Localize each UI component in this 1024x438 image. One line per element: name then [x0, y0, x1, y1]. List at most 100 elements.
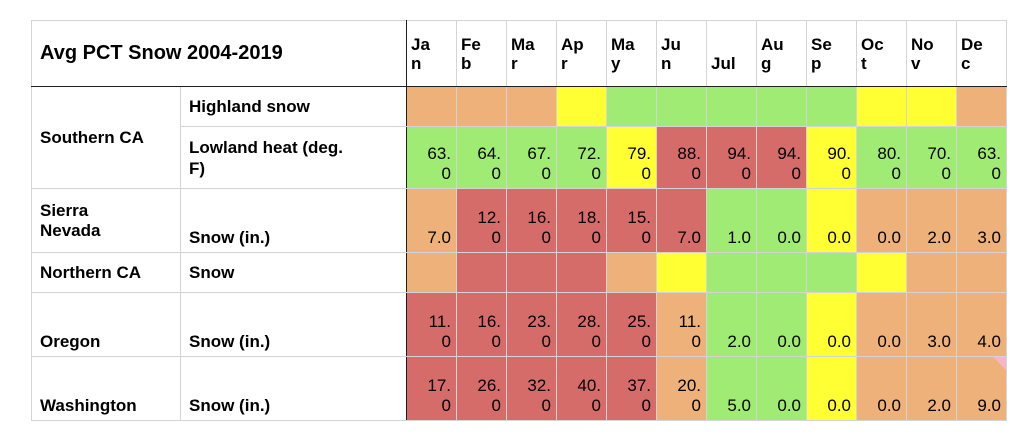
- data-cell-jul[interactable]: 2.0: [706, 292, 757, 357]
- data-cell-sep[interactable]: 90. 0: [806, 126, 857, 189]
- month-header-aug[interactable]: Au g: [756, 20, 807, 87]
- month-header-jul[interactable]: Jul: [706, 20, 757, 87]
- data-cell-aug[interactable]: [756, 86, 807, 127]
- data-cell-jun[interactable]: 88. 0: [656, 126, 707, 189]
- data-cell-mar[interactable]: 67. 0: [506, 126, 557, 189]
- data-cell-jul[interactable]: 94. 0: [706, 126, 757, 189]
- data-cell-apr[interactable]: 72. 0: [556, 126, 607, 189]
- metric-cell-snow-in[interactable]: Snow (in.): [180, 292, 407, 357]
- metric-cell-snow-in[interactable]: Snow (in.): [180, 356, 407, 421]
- month-header-jan[interactable]: Ja n: [406, 20, 457, 87]
- data-cell-oct[interactable]: [856, 252, 907, 293]
- data-cell-dec[interactable]: [956, 252, 1007, 293]
- comment-indicator-icon[interactable]: [993, 357, 1006, 370]
- month-header-sep[interactable]: Se p: [806, 20, 857, 87]
- data-cell-aug[interactable]: 94. 0: [756, 126, 807, 189]
- data-cell-may[interactable]: 15. 0: [606, 188, 657, 253]
- data-cell-nov[interactable]: 2.0: [906, 356, 957, 421]
- data-cell-oct[interactable]: 80. 0: [856, 126, 907, 189]
- region-cell-northern-ca[interactable]: Northern CA: [31, 252, 181, 293]
- data-cell-jul[interactable]: 5.0: [706, 356, 757, 421]
- month-header-may[interactable]: Ma y: [606, 20, 657, 87]
- month-header-dec[interactable]: De c: [956, 20, 1007, 87]
- data-cell-oct[interactable]: 0.0: [856, 188, 907, 253]
- data-cell-jul[interactable]: 1.0: [706, 188, 757, 253]
- header-row: Avg PCT Snow 2004-2019 Ja n Fe b Ma r Ap r M…: [31, 20, 1007, 87]
- data-cell-dec[interactable]: 9.0: [956, 356, 1007, 421]
- data-cell-feb[interactable]: [456, 86, 507, 127]
- data-cell-mar[interactable]: 23. 0: [506, 292, 557, 357]
- month-header-apr[interactable]: Ap r: [556, 20, 607, 87]
- data-cell-jun[interactable]: 11. 0: [656, 292, 707, 357]
- month-header-feb[interactable]: Fe b: [456, 20, 507, 87]
- data-cell-jan[interactable]: [406, 86, 457, 127]
- data-cell-mar[interactable]: 32. 0: [506, 356, 557, 421]
- metric-cell-snow-in[interactable]: Snow (in.): [180, 188, 407, 253]
- table-row: Washington Snow (in.) 17. 0 26. 0 32. 0 40. 0 37…: [31, 356, 1007, 421]
- data-cell-feb[interactable]: 64. 0: [456, 126, 507, 189]
- data-cell-apr[interactable]: 18. 0: [556, 188, 607, 253]
- data-cell-apr[interactable]: [556, 252, 607, 293]
- data-cell-nov[interactable]: 3.0: [906, 292, 957, 357]
- region-cell-oregon[interactable]: Oregon: [31, 292, 181, 357]
- data-cell-jan[interactable]: 63. 0: [406, 126, 457, 189]
- region-cell-washington[interactable]: Washington: [31, 356, 181, 421]
- table-title[interactable]: Avg PCT Snow 2004-2019: [31, 20, 407, 87]
- month-header-mar[interactable]: Ma r: [506, 20, 557, 87]
- data-cell-mar[interactable]: 16. 0: [506, 188, 557, 253]
- data-cell-apr[interactable]: 40. 0: [556, 356, 607, 421]
- data-cell-aug[interactable]: 0.0: [756, 188, 807, 253]
- data-cell-jun[interactable]: [656, 252, 707, 293]
- data-cell-dec[interactable]: 3.0: [956, 188, 1007, 253]
- month-header-nov[interactable]: No v: [906, 20, 957, 87]
- data-cell-feb[interactable]: 12. 0: [456, 188, 507, 253]
- data-cell-aug[interactable]: [756, 252, 807, 293]
- data-cell-mar[interactable]: [506, 86, 557, 127]
- data-cell-jun[interactable]: 7.0: [656, 188, 707, 253]
- data-cell-may[interactable]: [606, 252, 657, 293]
- data-cell-nov[interactable]: 2.0: [906, 188, 957, 253]
- data-cell-may[interactable]: 79. 0: [606, 126, 657, 189]
- data-cell-dec[interactable]: [956, 86, 1007, 127]
- data-cell-jan[interactable]: [406, 252, 457, 293]
- data-cell-feb[interactable]: 26. 0: [456, 356, 507, 421]
- region-cell-sierra-nevada[interactable]: Sierra Nevada: [31, 188, 181, 253]
- data-cell-jan[interactable]: 17. 0: [406, 356, 457, 421]
- data-cell-may[interactable]: [606, 86, 657, 127]
- region-cell-southern-ca[interactable]: Southern CA: [31, 86, 181, 189]
- data-cell-apr[interactable]: 28. 0: [556, 292, 607, 357]
- metric-cell-highland-snow[interactable]: Highland snow: [180, 86, 407, 127]
- data-cell-aug[interactable]: 0.0: [756, 356, 807, 421]
- data-cell-apr[interactable]: [556, 86, 607, 127]
- data-cell-jun[interactable]: 20. 0: [656, 356, 707, 421]
- data-cell-oct[interactable]: 0.0: [856, 292, 907, 357]
- data-cell-may[interactable]: 25. 0: [606, 292, 657, 357]
- data-cell-oct[interactable]: 0.0: [856, 356, 907, 421]
- data-cell-sep[interactable]: 0.0: [806, 356, 857, 421]
- data-cell-dec[interactable]: 4.0: [956, 292, 1007, 357]
- metric-cell-lowland-heat[interactable]: Lowland heat (deg. F): [180, 126, 407, 189]
- data-cell-sep[interactable]: 0.0: [806, 188, 857, 253]
- metric-cell-snow[interactable]: Snow: [180, 252, 407, 293]
- data-cell-sep[interactable]: [806, 252, 857, 293]
- data-cell-jun[interactable]: [656, 86, 707, 127]
- table-row: Southern CA Highland snow: [31, 86, 1007, 189]
- data-cell-jan[interactable]: 7.0: [406, 188, 457, 253]
- data-cell-sep[interactable]: 0.0: [806, 292, 857, 357]
- data-cell-sep[interactable]: [806, 86, 857, 127]
- data-cell-jul[interactable]: [706, 86, 757, 127]
- data-cell-nov[interactable]: [906, 86, 957, 127]
- data-cell-feb[interactable]: 16. 0: [456, 292, 507, 357]
- month-header-oct[interactable]: Oc t: [856, 20, 907, 87]
- data-cell-mar[interactable]: [506, 252, 557, 293]
- data-cell-jan[interactable]: 11. 0: [406, 292, 457, 357]
- data-cell-dec[interactable]: 63. 0: [956, 126, 1007, 189]
- month-header-jun[interactable]: Ju n: [656, 20, 707, 87]
- data-cell-oct[interactable]: [856, 86, 907, 127]
- data-cell-nov[interactable]: 70. 0: [906, 126, 957, 189]
- data-cell-aug[interactable]: 0.0: [756, 292, 807, 357]
- data-cell-feb[interactable]: [456, 252, 507, 293]
- data-cell-nov[interactable]: [906, 252, 957, 293]
- data-cell-may[interactable]: 37. 0: [606, 356, 657, 421]
- data-cell-jul[interactable]: [706, 252, 757, 293]
